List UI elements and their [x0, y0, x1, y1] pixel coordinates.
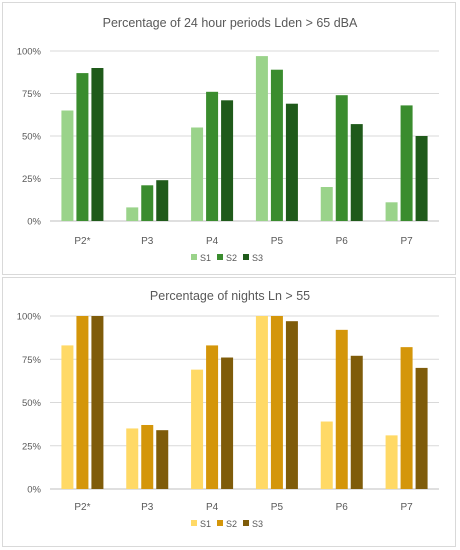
bar-s3-p7	[415, 367, 428, 489]
bar-s2-p6	[335, 95, 348, 221]
bar-s3-p6	[350, 124, 363, 221]
bar-s1-p4	[191, 127, 204, 221]
bar-s3-p5	[285, 321, 298, 489]
bar-s1-p5	[255, 56, 268, 221]
bar-s1-p6	[320, 187, 333, 221]
bar-s1-p2	[61, 345, 74, 489]
x-tick-label: P3	[141, 236, 154, 247]
bar-s1-p6	[320, 421, 333, 489]
bar-s2-p5	[270, 316, 283, 489]
bar-s1-p7	[385, 435, 398, 489]
bar-s3-p3	[156, 180, 169, 221]
bar-s3-p6	[350, 355, 363, 489]
x-tick-label: P6	[336, 502, 349, 513]
x-tick-label: P5	[271, 236, 284, 247]
legend-label: S2	[226, 253, 237, 263]
chart-lden: Percentage of 24 hour periods Lden > 65 …	[17, 16, 439, 263]
bar-s2-p3	[141, 185, 154, 221]
x-tick-label: P3	[141, 502, 154, 513]
legend-swatch-s2	[217, 520, 223, 526]
chart-title: Percentage of nights Ln > 55	[150, 289, 310, 303]
bar-s2-p4	[206, 345, 219, 489]
legend-label: S1	[200, 253, 211, 263]
bar-s3-p5	[285, 103, 298, 221]
bar-s3-p4	[221, 100, 234, 221]
bar-s1-p5	[255, 316, 268, 489]
legend-swatch-s1	[191, 254, 197, 260]
y-tick-label: 75%	[22, 89, 42, 100]
legend-swatch-s1	[191, 520, 197, 526]
bar-s1-p4	[191, 369, 204, 489]
legend-label: S3	[252, 253, 263, 263]
bar-s2-p3	[141, 424, 154, 489]
bar-s3-p7	[415, 136, 428, 221]
chart-panel-ln: Percentage of nights Ln > 55 0% 25% 50% 75%…	[2, 277, 456, 547]
bar-s1-p3	[126, 207, 139, 221]
bar-s2-p5	[270, 69, 283, 221]
x-tick-label: P6	[336, 236, 349, 247]
y-tick-label: 100%	[17, 312, 42, 323]
legend-swatch-s2	[217, 254, 223, 260]
chart-panel-lden: Percentage of 24 hour periods Lden > 65 …	[2, 2, 456, 275]
legend-label: S3	[252, 519, 263, 529]
y-tick-label: 0%	[27, 217, 41, 228]
legend-swatch-s3	[243, 520, 249, 526]
bar-s1-p2	[61, 110, 74, 221]
y-tick-label: 50%	[22, 132, 42, 143]
x-tick-label: P7	[400, 236, 413, 247]
bar-s2-p6	[335, 329, 348, 489]
bar-s1-p7	[385, 202, 398, 221]
bar-s3-p2	[91, 316, 104, 489]
x-tick-label: P4	[206, 236, 219, 247]
bar-s2-p4	[206, 91, 219, 221]
y-tick-label: 0%	[27, 485, 41, 496]
legend-swatch-s3	[243, 254, 249, 260]
y-tick-label: 50%	[22, 398, 42, 409]
bar-s2-p2	[76, 316, 89, 489]
y-tick-label: 100%	[17, 47, 42, 58]
bar-s3-p2	[91, 68, 104, 221]
x-tick-label: P2*	[74, 502, 90, 513]
legend-label: S2	[226, 519, 237, 529]
y-tick-label: 25%	[22, 174, 42, 185]
bar-s2-p7	[400, 347, 413, 489]
bar-s2-p2	[76, 73, 89, 221]
bar-s1-p3	[126, 428, 139, 489]
x-tick-label: P5	[271, 502, 284, 513]
legend-label: S1	[200, 519, 211, 529]
y-tick-label: 75%	[22, 355, 42, 366]
x-tick-label: P4	[206, 502, 219, 513]
x-tick-label: P7	[400, 502, 413, 513]
chart-ln: Percentage of nights Ln > 55 0% 25% 50% 75%…	[17, 289, 439, 529]
chart-title: Percentage of 24 hour periods Lden > 65 …	[103, 16, 358, 30]
y-tick-label: 25%	[22, 441, 42, 452]
bar-s2-p7	[400, 105, 413, 221]
x-tick-label: P2*	[74, 236, 90, 247]
bar-s3-p3	[156, 430, 169, 489]
bar-s3-p4	[221, 357, 234, 489]
